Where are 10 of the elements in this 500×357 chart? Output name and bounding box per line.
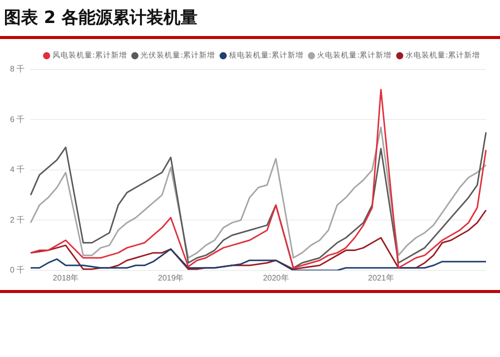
y-tick-label: 4 千	[10, 165, 25, 174]
y-tick-label: 6 千	[10, 114, 25, 124]
y-tick-label: 2 千	[10, 215, 25, 224]
chart-title: 图表 2 各能源累计装机量	[4, 7, 198, 29]
x-tick-label: 2018年	[52, 273, 79, 282]
x-tick-label: 2020年	[262, 273, 289, 282]
y-tick-label: 8 千	[10, 64, 25, 74]
x-tick-label: 2021年	[368, 273, 394, 282]
y-tick-label: 0 千	[10, 266, 25, 275]
x-tick-label: 2019年	[158, 273, 184, 282]
